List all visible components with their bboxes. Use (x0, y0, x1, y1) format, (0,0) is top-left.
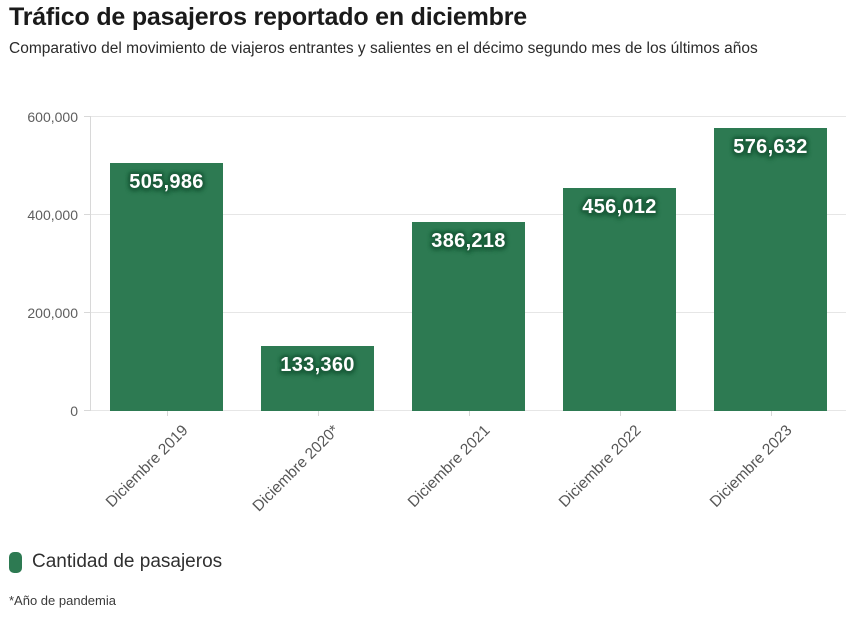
x-axis-tick (468, 411, 470, 416)
x-axis-tick (317, 411, 319, 416)
bar-value-label: 576,632 (733, 136, 808, 159)
y-axis-label: 200,000 (27, 305, 78, 321)
plot-area: 0 200,000 400,000 600,000 505,986 Diciembre 2… (27, 109, 846, 515)
legend-label: Cantidad de pasajeros (32, 551, 223, 572)
footnote: *Año de pandemia (9, 593, 116, 608)
x-axis-label: Diciembre 2023 (706, 422, 796, 511)
y-axis-label: 600,000 (27, 109, 78, 125)
page-title: Tráfico de pasajeros reportado en diciem… (9, 3, 527, 31)
y-axis-label: 400,000 (27, 207, 78, 223)
bar-slot: 386,218 Diciembre 2021 (393, 117, 544, 511)
legend: Cantidad de pasajeros (9, 551, 222, 573)
y-axis-tick (84, 116, 91, 117)
bar-slot: 456,012 Diciembre 2022 (544, 117, 695, 511)
y-axis-tick (84, 214, 91, 215)
y-axis-tick (84, 312, 91, 313)
bar-value-label: 456,012 (582, 195, 657, 218)
y-axis-tick (84, 410, 91, 411)
bar-value-label: 133,360 (280, 353, 355, 376)
legend-swatch-icon (9, 551, 22, 573)
bar: 133,360 (260, 345, 375, 411)
bar-slot: 133,360 Diciembre 2020* (242, 117, 393, 515)
x-axis-label: Diciembre 2022 (555, 422, 645, 511)
gridline (91, 214, 846, 215)
bar: 456,012 (562, 187, 677, 411)
chart-header: Tráfico de pasajeros reportado en diciem… (0, 0, 865, 60)
x-axis-label: Diciembre 2020* (249, 422, 343, 516)
x-axis-tick (166, 411, 168, 416)
x-axis-tick (770, 411, 772, 416)
gridline (91, 116, 846, 117)
y-axis-label: 0 (70, 403, 78, 419)
bar-slot: 576,632 Diciembre 2023 (695, 117, 846, 511)
x-axis-label: Diciembre 2021 (404, 422, 494, 511)
bar-value-label: 505,986 (129, 171, 204, 194)
chart-subtitle: Comparativo del movimiento de viajeros e… (9, 39, 758, 57)
x-axis-label: Diciembre 2019 (102, 422, 192, 511)
bar: 576,632 (713, 128, 828, 411)
bar: 386,218 (411, 221, 526, 411)
bar: 505,986 (109, 163, 224, 411)
x-axis-tick (619, 411, 621, 416)
bar-value-label: 386,218 (431, 229, 506, 252)
bar-slot: 505,986 Diciembre 2019 (91, 117, 242, 511)
